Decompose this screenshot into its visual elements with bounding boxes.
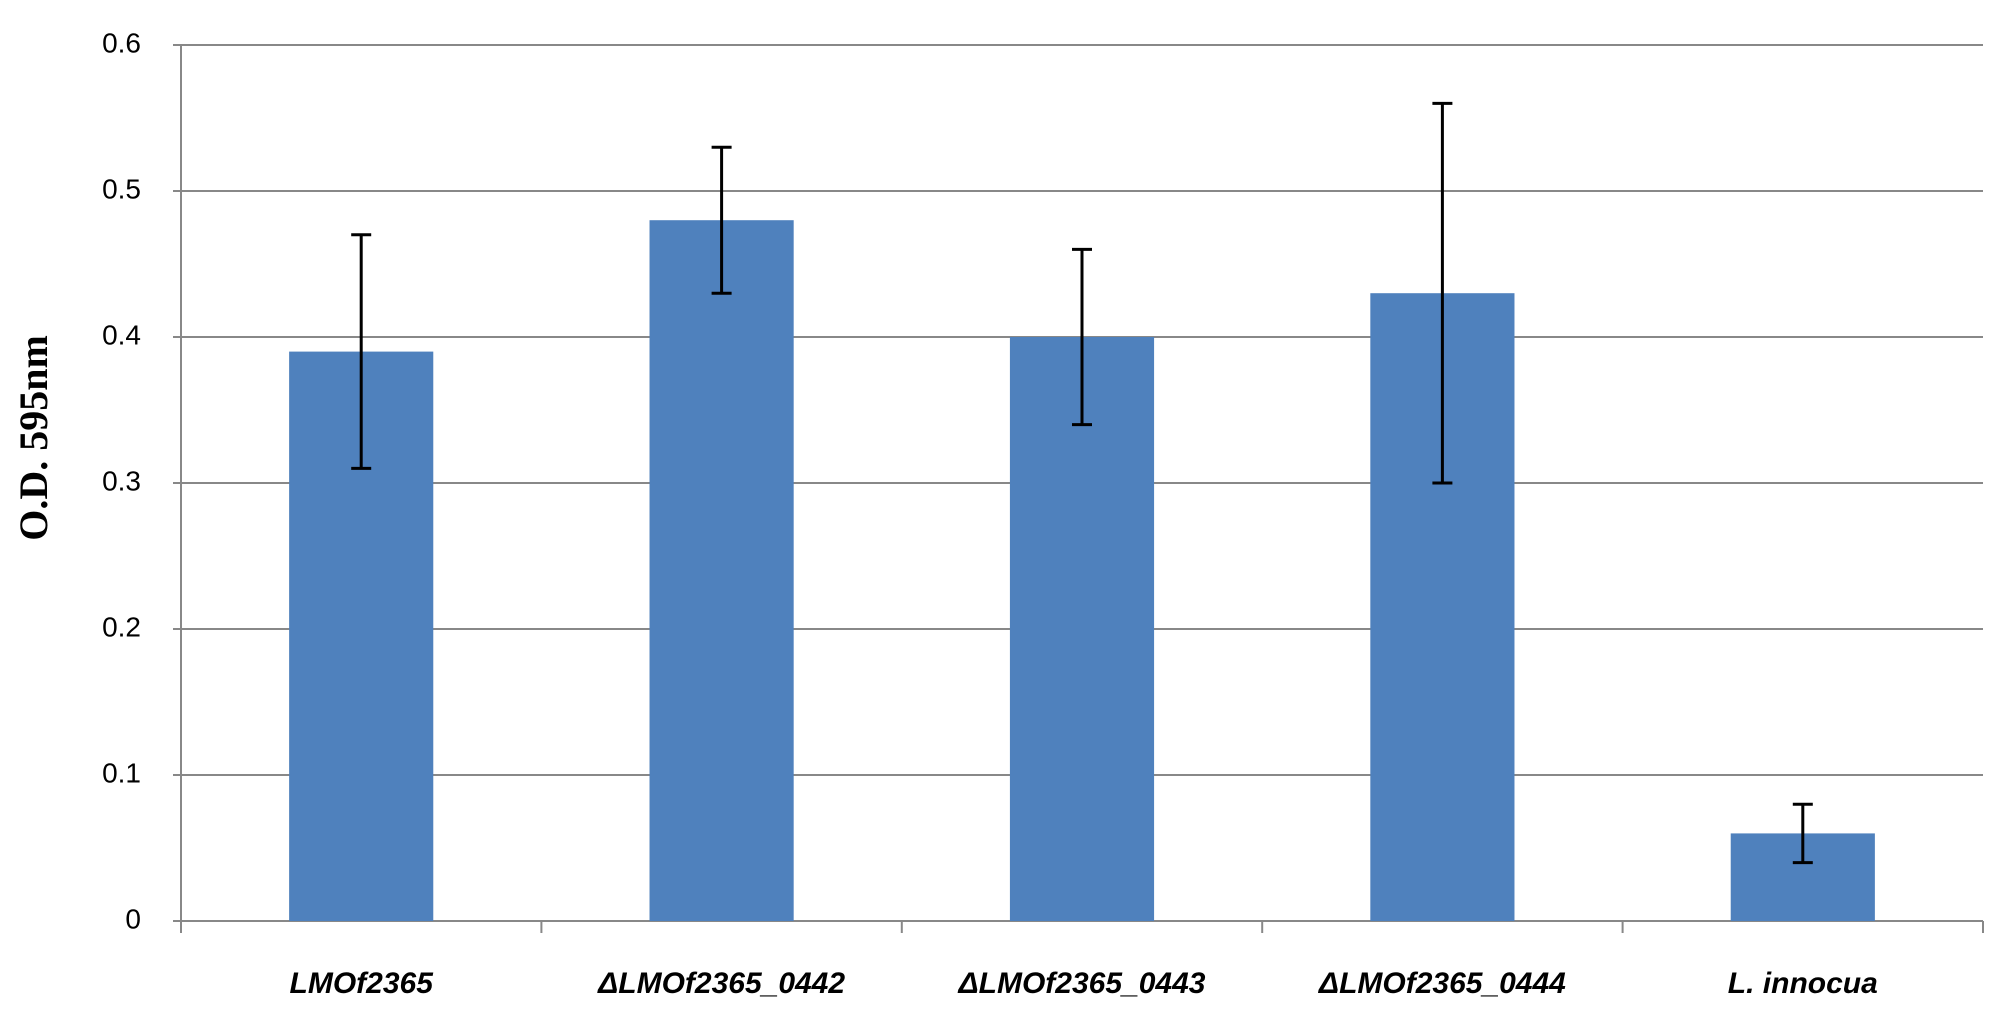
y-tick-label: 0.4	[102, 319, 141, 350]
y-tick-label: 0.3	[102, 465, 141, 496]
x-tick-label: ΔLMOf2365_0443	[958, 967, 1206, 1000]
x-tick-label: ΔLMOf2365_0442	[597, 967, 845, 1000]
error-bar	[1072, 247, 1092, 427]
y-tick-label: 0	[125, 903, 141, 934]
x-tick-label: L. innocua	[1728, 967, 1878, 1000]
y-tick-label: 0.6	[102, 27, 141, 58]
error-bar	[351, 233, 372, 470]
y-tick-label: 0.2	[102, 611, 141, 642]
error-bar	[1792, 802, 1813, 865]
error-bar	[711, 145, 732, 295]
x-tick-label: LMOf2365	[290, 967, 435, 1000]
bar	[1009, 337, 1155, 921]
y-axis-label: O.D. 595nm	[11, 335, 56, 541]
error-bar	[1432, 101, 1453, 485]
y-tick-label: 0.1	[102, 757, 141, 788]
y-tick-label: 0.5	[102, 173, 141, 204]
bar	[649, 220, 794, 921]
x-tick-label: ΔLMOf2365_0444	[1318, 967, 1566, 1000]
